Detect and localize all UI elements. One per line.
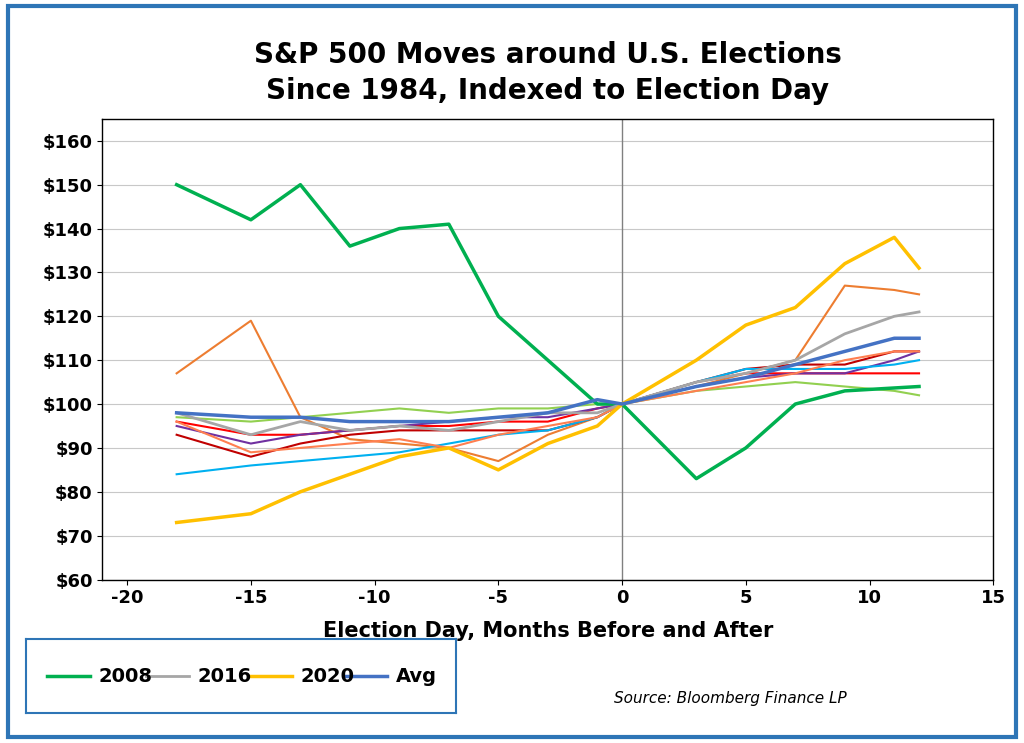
Text: 2020: 2020	[301, 666, 355, 686]
Text: Source: Bloomberg Finance LP: Source: Bloomberg Finance LP	[614, 691, 847, 706]
Text: 2008: 2008	[98, 666, 153, 686]
Text: Avg: Avg	[395, 666, 436, 686]
Title: S&P 500 Moves around U.S. Elections
Since 1984, Indexed to Election Day: S&P 500 Moves around U.S. Elections Sinc…	[254, 41, 842, 106]
X-axis label: Election Day, Months Before and After: Election Day, Months Before and After	[323, 621, 773, 641]
Text: 2016: 2016	[198, 666, 252, 686]
